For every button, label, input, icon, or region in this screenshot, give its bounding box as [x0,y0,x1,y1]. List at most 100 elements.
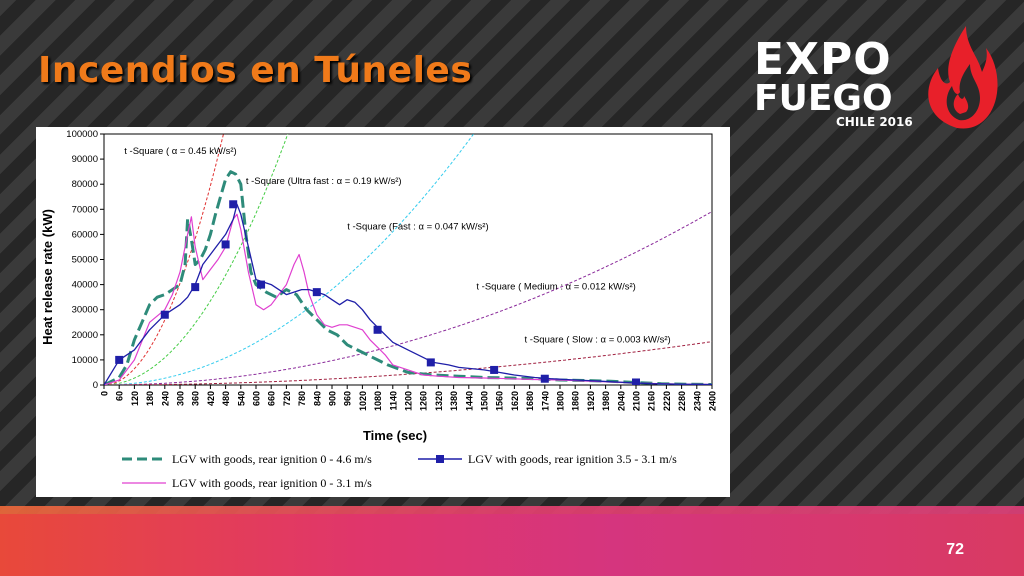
series-marker [115,355,124,364]
x-tick-label: 1380 [449,391,459,411]
logo-line1: EXPO [754,34,892,85]
measured-series [104,170,712,385]
x-tick-label: 360 [191,391,201,406]
x-tick-label: 1980 [601,391,611,411]
series-marker [312,288,321,297]
x-tick-label: 2040 [616,391,626,411]
x-tick-label: 2160 [647,391,657,411]
y-axis-label: Heat release rate (kW) [40,209,55,345]
x-tick-label: 1800 [556,391,566,411]
legend-item-magenta: LGV with goods, rear ignition 0 - 3.1 m/… [122,475,372,491]
x-tick-label: 2400 [708,391,718,411]
x-axis-label: Time (sec) [363,428,427,443]
t-square-label: t -Square ( α = 0.45 kW/s²) [124,146,236,157]
curve-labels: t -Square ( α = 0.45 kW/s²) t -Square (Ul… [124,146,670,345]
series-marker [632,378,640,385]
series-marker [221,240,230,249]
x-tick-label: 1320 [434,391,444,411]
x-tick-label: 240 [160,391,170,406]
x-tick-label: 720 [282,391,292,406]
logo-graphic: EXPO FUEGO CHILE 2016 [754,26,998,129]
x-tick-label: 1260 [419,391,429,411]
y-tick-label: 90000 [72,154,98,165]
logo-line2: FUEGO [754,78,893,119]
t-square-label: t -Square (Fast : α = 0.047 kW/s²) [347,221,488,232]
x-tick-label: 1740 [540,391,550,411]
x-tick-label: 1620 [510,391,520,411]
legend-item-blue: LGV with goods, rear ignition 3.5 - 3.1 … [418,451,677,467]
x-tick-label: 1140 [388,391,398,411]
series-marker [426,358,435,367]
x-tick-label: 1920 [586,391,596,411]
x-tick-label: 780 [297,391,307,406]
y-tick-label: 100000 [66,129,98,140]
x-tick-label: 1560 [495,391,505,411]
x-tick-label: 2280 [677,391,687,411]
x-tick-label: 180 [145,391,155,406]
series-marker [490,365,499,374]
expofuego-logo: EXPO FUEGO CHILE 2016 [752,22,1002,134]
y-tick-label: 0 [93,380,98,391]
legend: LGV with goods, rear ignition 0 - 4.6 m/… [122,447,722,493]
t-square-curve [104,134,475,385]
series-line [104,213,712,385]
footer-band [0,506,1024,576]
x-tick-label: 540 [236,391,246,406]
x-tick-label: 1080 [373,391,383,411]
legend-item-green: LGV with goods, rear ignition 0 - 4.6 m/… [122,451,372,467]
y-tick-label: 10000 [72,355,98,366]
legend-label-blue: LGV with goods, rear ignition 3.5 - 3.1 … [468,451,677,466]
x-tick-label: 660 [267,391,277,406]
t-square-curve [104,211,712,385]
t-square-label: t -Square ( Slow : α = 0.003 kW/s²) [525,334,671,345]
t-square-label: t -Square ( Medium : α = 0.012 kW/s²) [476,282,635,293]
x-tick-label: 120 [130,391,140,406]
legend-swatch-blue [418,455,462,463]
t-square-curve [104,341,712,385]
page-number: 72 [946,541,964,558]
x-tick-label: 960 [343,391,353,406]
series-marker [373,325,382,334]
x-tick-label: 900 [328,391,338,406]
series-marker [257,280,266,289]
x-tick-label: 2220 [662,391,672,411]
series-marker [191,283,200,292]
series-line [104,170,712,385]
hrr-chart: 0 10000 20000 30000 40000 50000 60000 70000 8000… [40,129,718,443]
y-tick-label: 70000 [72,204,98,215]
x-tick-label: 1440 [464,391,474,411]
x-tick-label: 1500 [480,391,490,411]
x-tick-label: 1680 [525,391,535,411]
legend-label-magenta: LGV with goods, rear ignition 0 - 3.1 m/… [172,475,372,490]
x-tick-label: 1860 [571,391,581,411]
x-tick-label: 840 [312,391,322,406]
x-tick-label: 1020 [358,391,368,411]
slide-title: Incendios en Túneles [38,50,473,91]
series-marker [229,200,238,209]
series-marker [540,374,549,383]
x-tick-label: 2100 [632,391,642,411]
x-tick-label: 1200 [404,391,414,411]
logo-line3: CHILE 2016 [836,115,913,129]
t-square-label: t -Square (Ultra fast : α = 0.19 kW/s²) [246,176,402,187]
axes: 0 10000 20000 30000 40000 50000 60000 70000 8000… [66,129,717,411]
flame-icon [928,26,998,129]
x-tick-label: 600 [252,391,262,406]
y-tick-label: 30000 [72,305,98,316]
y-tick-label: 60000 [72,229,98,240]
t-square-curve [104,134,289,385]
series-marker [160,310,169,319]
legend-swatch-green [122,457,166,461]
t-square-curves [104,134,712,385]
y-tick-label: 40000 [72,280,98,291]
x-tick-label: 60 [115,391,125,401]
x-tick-label: 420 [206,391,216,406]
legend-label-green: LGV with goods, rear ignition 0 - 4.6 m/… [172,451,372,466]
x-tick-label: 0 [100,391,110,396]
y-tick-label: 80000 [72,179,98,190]
legend-swatch-magenta [122,482,166,484]
x-tick-label: 300 [176,391,186,406]
x-tick-label: 480 [221,391,231,406]
y-tick-label: 20000 [72,330,98,341]
y-tick-label: 50000 [72,255,98,266]
